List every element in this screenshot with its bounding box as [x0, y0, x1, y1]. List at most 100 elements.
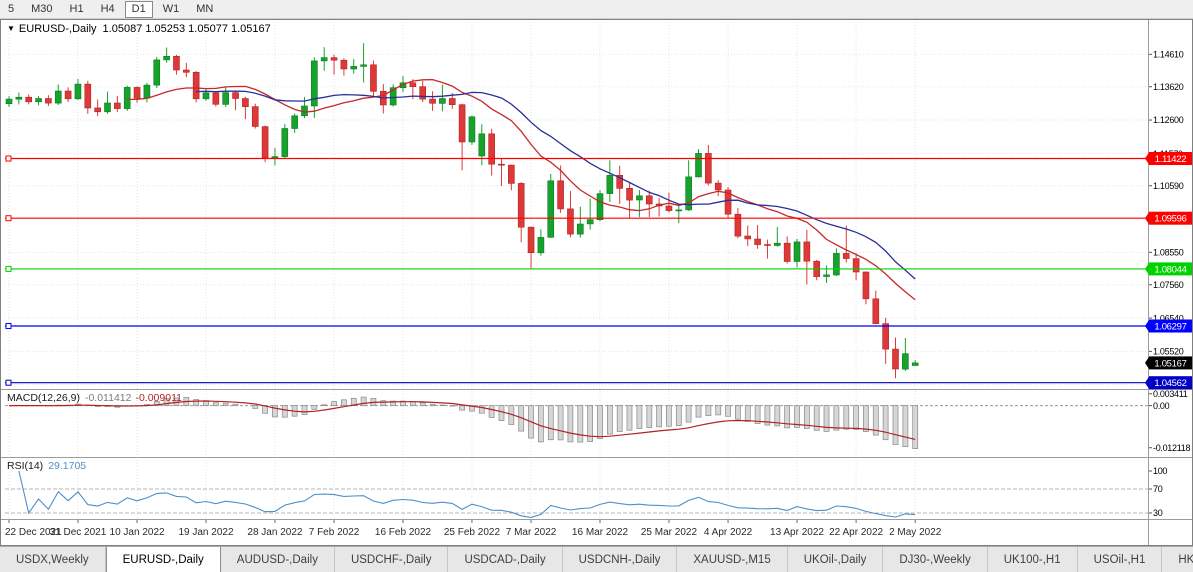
candle	[783, 242, 791, 262]
candle	[232, 92, 239, 99]
timeframe-button-H1[interactable]: H1	[69, 2, 84, 15]
chart-tab-hk50-[interactable]: HK50-	[1162, 547, 1193, 572]
candle	[222, 92, 229, 105]
macd-signal-line	[9, 400, 916, 440]
candle	[764, 244, 771, 246]
candle	[212, 92, 220, 105]
svg-text:30: 30	[1153, 508, 1163, 518]
svg-text:25 Feb 2022: 25 Feb 2022	[444, 527, 501, 538]
candle	[350, 66, 358, 70]
candle	[153, 59, 161, 86]
candle	[527, 226, 535, 253]
candle	[862, 271, 870, 300]
grid-layer	[5, 22, 1148, 518]
timeframe-button-5[interactable]: 5	[8, 2, 15, 15]
svg-text:0.003411: 0.003411	[1153, 389, 1188, 399]
chart-tab-usdx-weekly[interactable]: USDX,Weekly	[0, 547, 106, 572]
overlay-ma-fast	[127, 78, 916, 301]
candle	[744, 235, 752, 240]
chart-tab-uk100-h1[interactable]: UK100-,H1	[988, 547, 1078, 572]
svg-text:1.11422: 1.11422	[1155, 154, 1187, 165]
price-badge: 1.11422	[1145, 152, 1192, 165]
line-handle[interactable]	[5, 379, 12, 386]
chart-tab-ukoil-daily[interactable]: UKOil-,Daily	[788, 547, 884, 572]
candle	[833, 253, 840, 276]
candle	[64, 90, 72, 100]
timeframe-button-M30[interactable]: M30	[31, 2, 53, 15]
candle	[74, 83, 82, 100]
svg-text:1.04562: 1.04562	[1154, 378, 1186, 389]
svg-text:0.00: 0.00	[1153, 401, 1170, 411]
chart-tabs-bar: USDX,Weekly EURUSD-,Daily AUDUSD-,Daily USD…	[0, 546, 1193, 572]
candle	[773, 242, 781, 246]
candle	[842, 253, 850, 259]
candle	[163, 55, 170, 61]
chart-tab-usdcnh-daily[interactable]: USDCNH-,Daily	[563, 547, 678, 572]
candle	[15, 96, 23, 100]
candle	[389, 87, 397, 106]
chart-tab-usoil-h1[interactable]: USOil-,H1	[1078, 547, 1163, 572]
candle	[882, 323, 889, 350]
candle	[409, 82, 417, 87]
candle	[45, 98, 52, 104]
price-badge: 1.06297	[1145, 319, 1192, 333]
svg-text:1.12600: 1.12600	[1153, 115, 1184, 125]
candle	[173, 55, 180, 71]
line-handle[interactable]	[5, 155, 12, 162]
chart-tab-audusd-daily[interactable]: AUDUSD-,Daily	[221, 547, 335, 572]
chart-canvas[interactable]: 1.146101.136201.126001.115701.105901.095…	[1, 20, 1192, 545]
candle	[183, 69, 190, 73]
candle	[596, 193, 604, 221]
chart-tab-xauusd-m15[interactable]: XAUUSD-,M15	[677, 547, 788, 572]
svg-text:19 Jan 2022: 19 Jan 2022	[178, 527, 233, 538]
svg-text:1.13620: 1.13620	[1153, 82, 1184, 92]
candle	[448, 98, 456, 105]
candle	[537, 237, 545, 254]
svg-text:1.09596: 1.09596	[1154, 214, 1186, 225]
macd-histogram	[45, 396, 919, 449]
chart-window: 1.146101.136201.126001.115701.105901.095…	[0, 19, 1193, 546]
chart-tab-dj30-weekly[interactable]: DJ30-,Weekly	[883, 547, 988, 572]
candle	[192, 71, 200, 100]
svg-text:1.05520: 1.05520	[1153, 347, 1184, 357]
chart-tab-usdchf-daily[interactable]: USDCHF-,Daily	[335, 547, 449, 572]
price-badge: 1.08044	[1145, 262, 1192, 276]
candle	[114, 102, 121, 109]
candle	[291, 115, 298, 129]
candle	[340, 59, 348, 70]
price-axis[interactable]: 1.146101.136201.126001.115701.105901.095…	[1149, 50, 1191, 519]
candle	[557, 180, 564, 210]
svg-text:1.14610: 1.14610	[1153, 50, 1184, 60]
candle	[54, 90, 62, 104]
svg-text:2 May 2022: 2 May 2022	[889, 527, 942, 538]
candle	[320, 57, 328, 62]
timeframe-button-H4[interactable]: H4	[100, 2, 115, 15]
candle	[271, 156, 279, 159]
candle	[734, 213, 742, 237]
timeframe-button-MN[interactable]: MN	[196, 2, 214, 15]
candle	[576, 223, 584, 235]
svg-text:1.07560: 1.07560	[1153, 280, 1184, 290]
candle	[872, 298, 880, 324]
svg-text:1.08550: 1.08550	[1153, 248, 1184, 258]
svg-text:22 Apr 2022: 22 Apr 2022	[829, 527, 883, 538]
chart-tab-usdcad-daily[interactable]: USDCAD-,Daily	[448, 547, 563, 572]
svg-text:1.10590: 1.10590	[1153, 181, 1184, 191]
rsi-line	[18, 470, 916, 518]
line-handle[interactable]	[5, 265, 12, 272]
line-handle[interactable]	[5, 323, 12, 330]
candle	[823, 274, 830, 277]
timeframe-button-D1[interactable]: D1	[124, 0, 153, 18]
chart-tab-eurusd-daily[interactable]: EURUSD-,Daily	[105, 547, 221, 572]
candle	[695, 153, 702, 178]
candle	[488, 133, 495, 165]
svg-text:28 Jan 2022: 28 Jan 2022	[247, 527, 302, 538]
svg-text:70: 70	[1153, 484, 1163, 494]
timeframe-button-W1[interactable]: W1	[162, 2, 180, 15]
candle	[675, 209, 683, 212]
candle	[360, 64, 367, 67]
line-handle[interactable]	[5, 215, 12, 222]
candle	[35, 98, 42, 103]
candle	[202, 92, 210, 100]
